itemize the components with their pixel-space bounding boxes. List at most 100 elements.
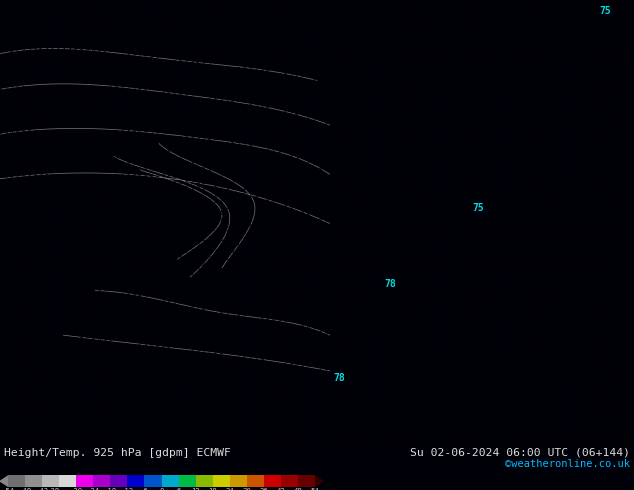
Text: 9: 9: [609, 136, 612, 141]
Text: 5: 5: [115, 306, 118, 311]
Text: 4: 4: [155, 281, 158, 286]
Text: 0: 0: [423, 224, 426, 229]
Text: 0: 0: [313, 180, 316, 185]
Text: 2: 2: [318, 98, 321, 103]
Text: 3: 3: [441, 413, 444, 418]
Text: 5: 5: [400, 67, 403, 72]
Text: 8: 8: [34, 400, 37, 405]
Text: 2: 2: [324, 104, 327, 109]
Text: 1: 1: [510, 174, 514, 179]
Text: 8: 8: [62, 444, 65, 449]
Text: 0: 0: [342, 338, 345, 343]
Text: 7: 7: [68, 350, 72, 355]
Text: 4: 4: [155, 388, 158, 392]
Text: 0: 0: [476, 218, 479, 223]
Text: 2: 2: [34, 35, 37, 40]
Text: 4: 4: [150, 419, 153, 424]
Text: 2: 2: [487, 394, 490, 399]
Text: 5: 5: [353, 10, 356, 15]
Text: 1: 1: [534, 180, 537, 185]
Text: 2: 2: [476, 356, 479, 361]
Text: 3: 3: [470, 419, 473, 424]
Text: 5: 5: [184, 35, 188, 40]
Text: 1: 1: [377, 350, 380, 355]
Text: 2: 2: [452, 148, 455, 153]
Text: 1: 1: [4, 79, 8, 84]
Text: 3: 3: [493, 117, 496, 122]
Text: 2: 2: [219, 400, 223, 405]
Text: 1: 1: [318, 148, 321, 153]
Text: 1: 1: [411, 325, 415, 330]
Text: 7: 7: [133, 42, 135, 47]
Text: 3: 3: [167, 350, 171, 355]
Text: 1: 1: [0, 86, 1, 91]
Text: 9: 9: [621, 117, 624, 122]
Text: 5: 5: [481, 54, 484, 59]
Text: 8: 8: [51, 444, 54, 449]
Text: 0: 0: [283, 338, 287, 343]
Text: 0: 0: [97, 35, 100, 40]
Text: 1: 1: [505, 338, 508, 343]
Text: 3: 3: [388, 111, 391, 116]
Text: 7: 7: [22, 243, 25, 248]
Text: 3: 3: [487, 400, 490, 405]
Text: 5: 5: [133, 400, 135, 405]
Text: 7: 7: [39, 199, 42, 204]
Text: 4: 4: [133, 205, 135, 210]
Text: 0: 0: [423, 262, 426, 267]
Text: 0: 0: [574, 400, 578, 405]
Text: 5: 5: [481, 29, 484, 34]
Text: 7: 7: [144, 42, 147, 47]
Text: 1: 1: [260, 343, 263, 349]
Text: 2: 2: [574, 35, 578, 40]
Text: 4: 4: [318, 16, 321, 22]
Text: 5: 5: [133, 168, 135, 172]
Text: 9: 9: [115, 16, 118, 22]
Text: 7: 7: [621, 318, 624, 323]
Text: 1: 1: [406, 338, 409, 343]
Text: 9: 9: [68, 104, 72, 109]
Text: 4: 4: [161, 343, 164, 349]
Text: 6: 6: [103, 325, 107, 330]
Text: 4: 4: [318, 23, 321, 27]
Text: 3: 3: [249, 42, 252, 47]
Text: 8: 8: [126, 4, 129, 9]
Text: 0: 0: [388, 205, 391, 210]
Text: 0: 0: [336, 318, 339, 323]
Text: 3: 3: [493, 123, 496, 128]
Text: 0: 0: [609, 86, 612, 91]
Text: 0: 0: [347, 174, 351, 179]
Text: 2: 2: [487, 438, 490, 443]
Text: 1: 1: [545, 419, 548, 424]
Text: 2: 2: [39, 42, 42, 47]
Text: 1: 1: [266, 400, 269, 405]
Text: 3: 3: [417, 117, 420, 122]
Text: 0: 0: [27, 104, 30, 109]
Text: 0: 0: [400, 249, 403, 254]
Text: 0: 0: [313, 224, 316, 229]
Text: 5: 5: [120, 400, 124, 405]
Text: 0: 0: [417, 306, 420, 311]
Text: 3: 3: [202, 117, 205, 122]
Text: 6: 6: [626, 306, 630, 311]
Text: 1: 1: [225, 299, 228, 305]
Text: 4: 4: [516, 98, 519, 103]
Text: 4: 4: [481, 98, 484, 103]
Text: 1: 1: [249, 161, 252, 166]
Text: 9: 9: [10, 155, 13, 160]
Text: 4: 4: [429, 111, 432, 116]
Text: 7: 7: [609, 262, 612, 267]
Text: 1: 1: [219, 193, 223, 197]
Text: 9: 9: [34, 136, 37, 141]
Text: 2: 2: [56, 10, 60, 15]
Text: 0: 0: [545, 331, 548, 336]
Text: 1: 1: [295, 438, 298, 443]
Text: 2: 2: [463, 356, 467, 361]
Text: 8: 8: [39, 193, 42, 197]
Text: 0: 0: [272, 331, 275, 336]
Text: 36: 36: [259, 488, 268, 490]
Text: 1: 1: [307, 425, 310, 431]
Text: 0: 0: [522, 306, 525, 311]
Text: 5: 5: [493, 73, 496, 78]
Text: 8: 8: [604, 230, 607, 235]
